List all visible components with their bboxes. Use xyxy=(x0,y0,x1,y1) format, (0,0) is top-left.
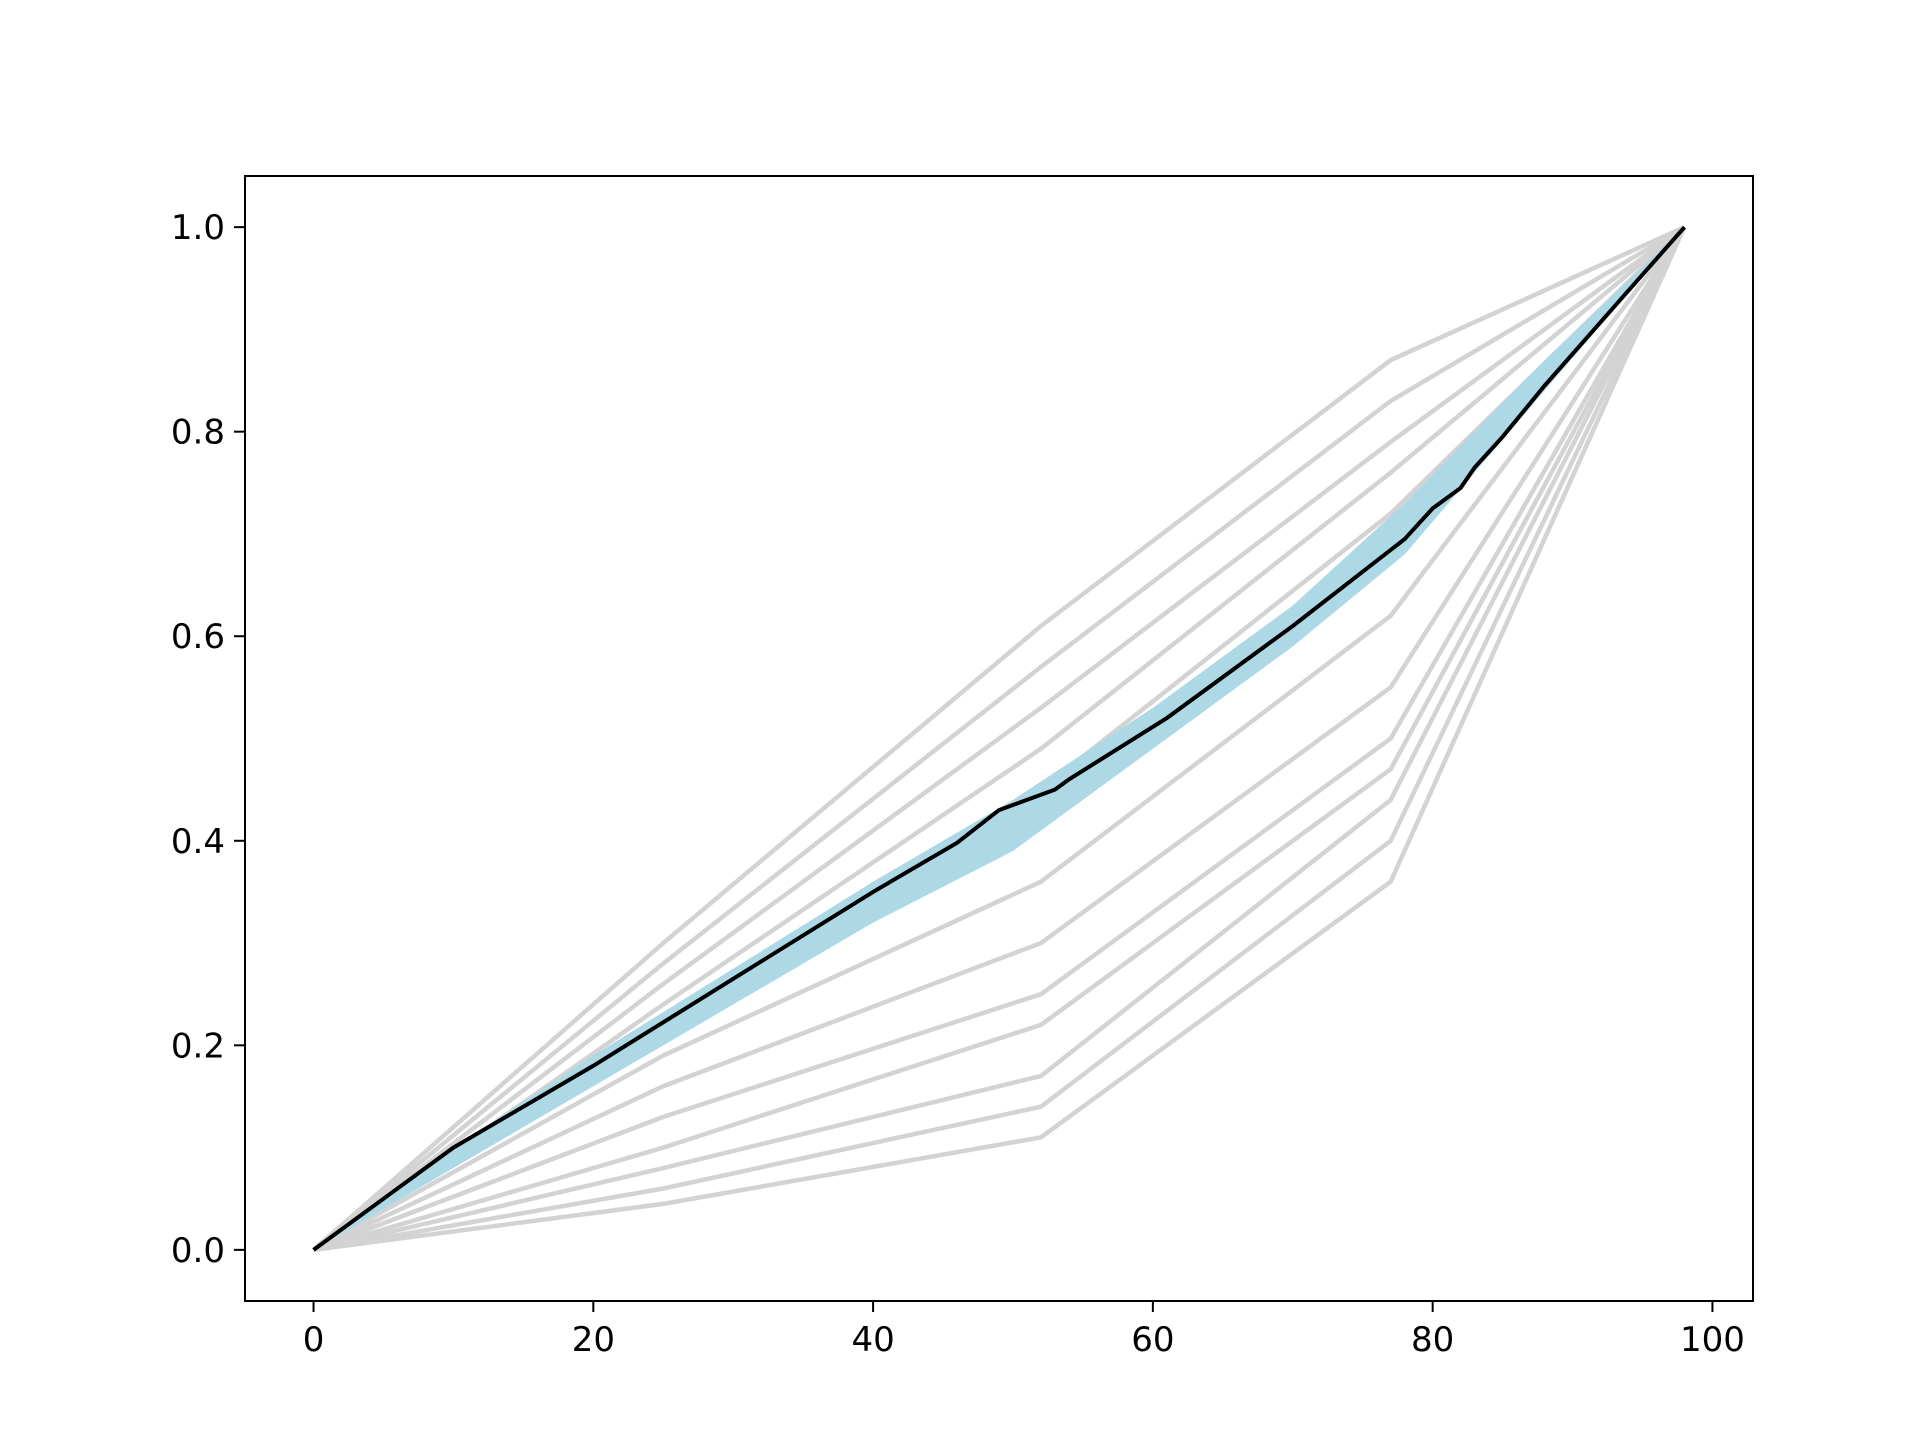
line xyxy=(312,225,1686,1252)
line xyxy=(312,225,1686,1252)
line xyxy=(313,226,1687,1253)
x-tick-label: 20 xyxy=(572,1320,615,1360)
line xyxy=(312,225,1686,1252)
y-tick-label: 0.6 xyxy=(171,617,225,657)
line xyxy=(312,225,1687,1252)
x-tick-label: 40 xyxy=(851,1320,894,1360)
line xyxy=(312,225,1686,1252)
x-tick-label: 0 xyxy=(303,1320,325,1360)
line xyxy=(312,225,1687,1252)
line xyxy=(313,226,1687,1253)
x-tick-label: 60 xyxy=(1131,1320,1174,1360)
y-tick-label: 0.8 xyxy=(171,413,225,453)
line xyxy=(312,226,1687,1253)
x-tick-label: 80 xyxy=(1411,1320,1454,1360)
y-tick-label: 0.0 xyxy=(171,1231,225,1271)
y-tick-label: 0.4 xyxy=(171,822,225,862)
y-tick-label: 0.2 xyxy=(171,1026,225,1066)
y-tick-label: 1.0 xyxy=(171,208,225,248)
line xyxy=(312,225,1686,1252)
plot-frame xyxy=(244,175,1754,1302)
line xyxy=(313,226,1687,1253)
line xyxy=(312,226,1687,1252)
x-tick-label: 100 xyxy=(1680,1320,1745,1360)
